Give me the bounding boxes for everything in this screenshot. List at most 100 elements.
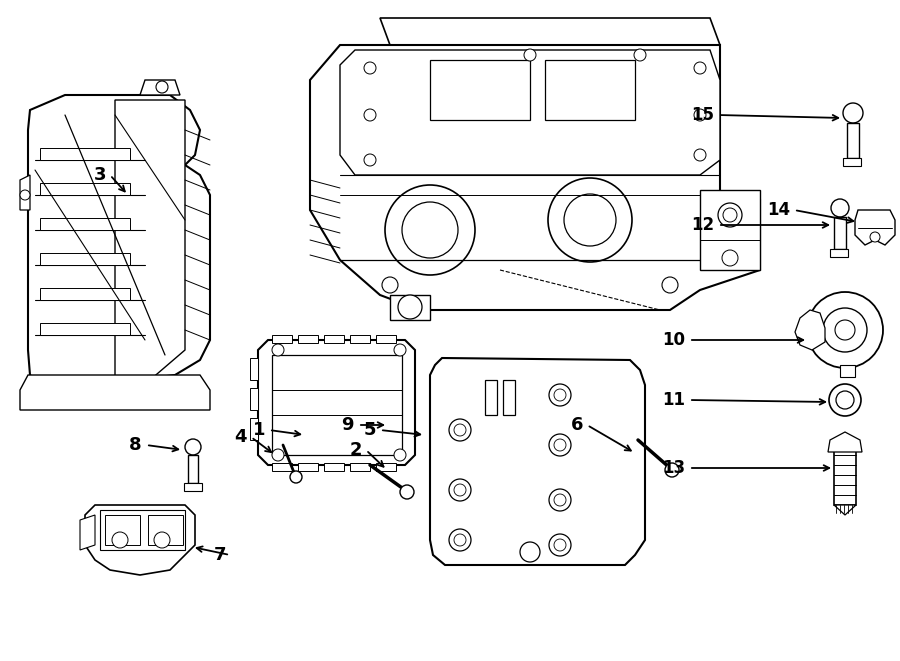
Polygon shape: [28, 95, 210, 390]
Bar: [272, 463, 292, 471]
Bar: [40, 323, 130, 335]
Circle shape: [843, 103, 863, 123]
Circle shape: [549, 434, 571, 456]
Polygon shape: [115, 100, 185, 380]
Circle shape: [156, 81, 168, 93]
Circle shape: [364, 62, 376, 74]
Circle shape: [665, 463, 679, 477]
Circle shape: [549, 489, 571, 511]
Circle shape: [634, 49, 646, 61]
Bar: [298, 463, 318, 471]
Circle shape: [154, 532, 170, 548]
Bar: [376, 463, 396, 471]
Circle shape: [454, 424, 466, 436]
Circle shape: [694, 62, 706, 74]
Circle shape: [835, 320, 855, 340]
Polygon shape: [258, 340, 415, 465]
Bar: [840, 365, 855, 377]
Bar: [40, 183, 130, 195]
Circle shape: [364, 154, 376, 166]
Text: 14: 14: [767, 201, 790, 219]
Circle shape: [394, 344, 406, 356]
Text: 1: 1: [253, 421, 265, 439]
Circle shape: [385, 185, 475, 275]
Bar: [545, 60, 635, 120]
Circle shape: [272, 449, 284, 461]
Circle shape: [554, 539, 566, 551]
Bar: [100, 510, 185, 550]
Polygon shape: [20, 175, 30, 210]
Circle shape: [449, 479, 471, 501]
Circle shape: [870, 232, 880, 242]
Circle shape: [549, 384, 571, 406]
Bar: [350, 335, 370, 343]
Circle shape: [402, 202, 458, 258]
Polygon shape: [795, 310, 825, 350]
Circle shape: [718, 203, 742, 227]
Circle shape: [564, 194, 616, 246]
Bar: [40, 253, 130, 265]
Polygon shape: [430, 358, 645, 565]
Polygon shape: [340, 50, 720, 175]
Polygon shape: [855, 210, 895, 245]
Polygon shape: [390, 295, 430, 320]
Bar: [272, 355, 402, 455]
Polygon shape: [834, 505, 856, 515]
Polygon shape: [380, 18, 720, 45]
Polygon shape: [700, 190, 760, 270]
Text: 10: 10: [662, 331, 685, 349]
Circle shape: [185, 439, 201, 455]
Text: 9: 9: [341, 416, 354, 434]
Circle shape: [723, 208, 737, 222]
Bar: [40, 288, 130, 300]
Bar: [105, 515, 140, 545]
Bar: [250, 358, 258, 380]
Polygon shape: [85, 505, 195, 575]
Text: 13: 13: [662, 459, 685, 477]
Bar: [250, 418, 258, 440]
Bar: [834, 445, 856, 505]
Bar: [350, 463, 370, 471]
Bar: [298, 335, 318, 343]
Circle shape: [662, 277, 678, 293]
Polygon shape: [80, 515, 95, 550]
Circle shape: [20, 190, 30, 200]
Bar: [272, 335, 292, 343]
Circle shape: [829, 384, 861, 416]
Bar: [430, 60, 530, 120]
Circle shape: [554, 494, 566, 506]
Circle shape: [449, 419, 471, 441]
Bar: [834, 217, 846, 249]
Circle shape: [831, 199, 849, 217]
Bar: [485, 380, 497, 415]
Bar: [148, 515, 183, 545]
Text: 5: 5: [364, 421, 376, 439]
Text: 11: 11: [662, 391, 685, 409]
Polygon shape: [140, 80, 180, 95]
Circle shape: [449, 529, 471, 551]
Circle shape: [382, 277, 398, 293]
Text: 4: 4: [235, 428, 247, 446]
Circle shape: [454, 534, 466, 546]
Circle shape: [823, 308, 867, 352]
Text: 6: 6: [571, 416, 583, 434]
Bar: [188, 455, 198, 483]
Bar: [324, 463, 344, 471]
Circle shape: [722, 250, 738, 266]
Polygon shape: [828, 432, 862, 452]
Circle shape: [272, 344, 284, 356]
Circle shape: [290, 471, 302, 483]
Text: 15: 15: [691, 106, 714, 124]
Bar: [324, 335, 344, 343]
Bar: [184, 483, 202, 491]
Circle shape: [807, 292, 883, 368]
Circle shape: [694, 149, 706, 161]
Bar: [40, 148, 130, 160]
Circle shape: [520, 542, 540, 562]
Circle shape: [548, 178, 632, 262]
Circle shape: [836, 391, 854, 409]
Circle shape: [694, 109, 706, 121]
Text: 7: 7: [213, 546, 226, 564]
Circle shape: [364, 109, 376, 121]
Bar: [847, 123, 859, 158]
